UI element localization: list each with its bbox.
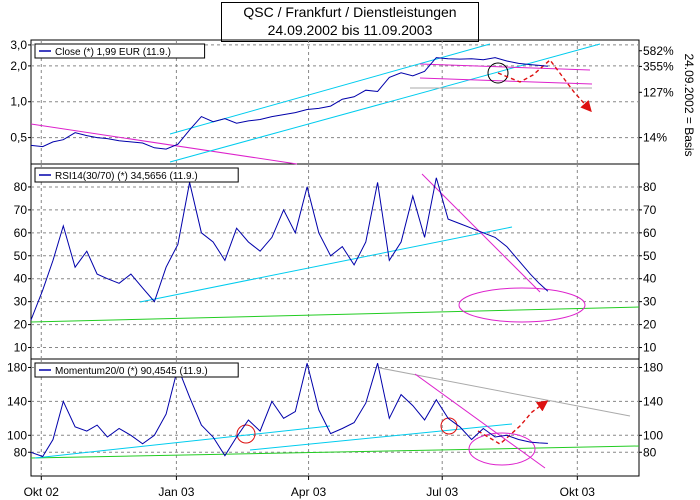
price-lower-channel-line	[169, 43, 601, 163]
x-tick-label: Jan 03	[158, 485, 194, 499]
rsi-panel-frame	[30, 163, 640, 360]
y-tick-label-left: 10	[14, 341, 28, 355]
price-support-line	[419, 77, 593, 85]
momentum-highlight-ellipse	[468, 432, 536, 466]
price-marker-circle	[487, 62, 509, 84]
y-tick-label-right: 80	[643, 445, 657, 459]
tick-label-layer: 3,0 2,0 1,0 0,5 582%355% 127% 14% 80 70 60 50 40 30 2…	[7, 38, 674, 499]
momentum-gray-line	[379, 367, 631, 417]
y-tick-label-right: 180	[643, 360, 663, 374]
y-tick-label-left: 80	[14, 180, 28, 194]
momentum-green-line	[30, 445, 640, 459]
momentum-forecast-arrow	[477, 400, 549, 445]
rsi-magenta-trend-line	[421, 173, 541, 293]
y-tick-label-right: 355%	[643, 59, 674, 73]
y-tick-label-right: 10	[643, 341, 657, 355]
y-tick-label-right: 14%	[643, 131, 667, 145]
y-tick-label-right: 80	[643, 180, 657, 194]
y-tick-label-left: 40	[14, 272, 28, 286]
y-tick-label-right: 50	[643, 249, 657, 263]
y-tick-label-left: 3,0	[10, 38, 27, 52]
price-forecast-arrow	[497, 58, 592, 113]
rsi-highlight-ellipse	[458, 287, 586, 323]
y-tick-label-left: 1,0	[10, 95, 27, 109]
rsi-green-support-line	[30, 306, 640, 323]
y-tick-label-left: 30	[14, 295, 28, 309]
y-tick-label-left: 50	[14, 249, 28, 263]
legend-layer: Close (*) 1,99 EUR (11.9.) RSI14(30/70) (…	[34, 43, 239, 378]
x-tick-label: Okt 03	[560, 485, 596, 499]
y-tick-label-right: 70	[643, 203, 657, 217]
y-tick-label-left: 140	[7, 394, 27, 408]
series-line-price	[30, 57, 548, 150]
y-tick-label-left: 100	[7, 428, 27, 442]
y-tick-label-right: 140	[643, 394, 663, 408]
y-tick-label-right: 20	[643, 318, 657, 332]
momentum-magenta-line	[414, 373, 546, 469]
momentum-panel-frame	[30, 358, 640, 477]
chart-title-box: QSC / Frankfurt / Dienstleistungen 24.09…	[221, 2, 479, 42]
y-tick-label-right: 100	[643, 428, 663, 442]
legend-label-momentum: Momentum20/0 (*) 90,4545 (11.9.)	[55, 366, 208, 377]
y-tick-label-right: 582%	[643, 44, 674, 58]
grid-layer	[31, 40, 639, 476]
price-resistance-line	[419, 63, 591, 71]
x-tick-label: Okt 02	[24, 485, 60, 499]
y-tick-label-left: 20	[14, 318, 28, 332]
chart-subtitle: 24.09.2002 bis 11.09.2003	[267, 22, 433, 38]
price-downtrend-line	[30, 123, 298, 165]
momentum-cyan-line-1	[34, 425, 331, 459]
y-tick-label-right: 60	[643, 226, 657, 240]
legend-box-momentum	[34, 362, 239, 378]
y-tick-label-left: 2,0	[10, 59, 27, 73]
series-line-rsi	[30, 177, 549, 321]
y-tick-label-left: 60	[14, 226, 28, 240]
legend-label-price: Close (*) 1,99 EUR (11.9.)	[55, 47, 171, 58]
y-tick-label-right: 127%	[643, 85, 674, 99]
momentum-red-circle-1	[236, 424, 256, 444]
x-tick-label: Jul 03	[426, 485, 458, 499]
right-axis-label: 24.09.2002 = Basis	[682, 53, 696, 156]
momentum-red-circle-2	[440, 417, 458, 435]
y-tick-label-left: 0,5	[10, 131, 27, 145]
x-tick-label: Apr 03	[291, 485, 327, 499]
chart-title: QSC / Frankfurt / Dienstleistungen	[243, 4, 457, 20]
y-tick-label-right: 40	[643, 272, 657, 286]
y-tick-label-left: 180	[7, 360, 27, 374]
legend-label-rsi: RSI14(30/70) (*) 34,5656 (11.9.)	[55, 171, 198, 182]
y-tick-label-right: 30	[643, 295, 657, 309]
y-tick-label-left: 70	[14, 203, 28, 217]
y-tick-label-left: 80	[14, 445, 28, 459]
legend-box-rsi	[34, 167, 239, 183]
momentum-cyan-line-2	[249, 423, 513, 451]
rsi-cyan-trend-line	[139, 226, 513, 303]
series-layer	[30, 57, 549, 458]
series-line-momentum	[30, 363, 548, 458]
legend-box-price	[34, 43, 206, 59]
